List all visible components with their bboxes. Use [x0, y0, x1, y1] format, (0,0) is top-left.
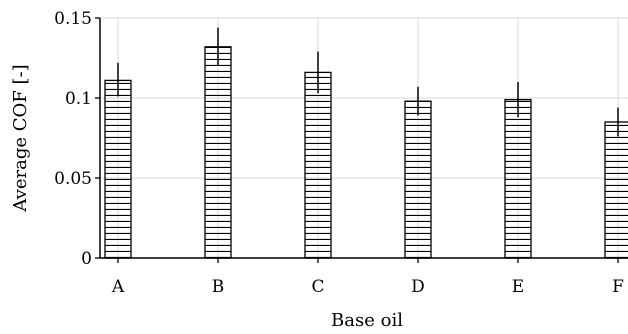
bar-E: [504, 98, 532, 259]
bar-B: [204, 46, 232, 259]
x-tick-label-F: F: [612, 277, 624, 297]
y-axis-label: Average COF [-]: [10, 64, 31, 212]
bar-A: [104, 79, 132, 259]
x-tick-label-C: C: [311, 277, 324, 297]
tick-labels: 0 0.05 0.1 0.15 A B C D E F: [54, 9, 624, 297]
gridlines: [100, 17, 628, 258]
bar-D: [404, 100, 432, 259]
bars: [104, 27, 628, 259]
x-tick-label-E: E: [512, 277, 524, 297]
x-tick-label-B: B: [212, 277, 225, 297]
x-tick-label-A: A: [111, 277, 125, 297]
axes: [95, 17, 628, 263]
x-axis-label: Base oil: [331, 310, 403, 331]
y-tick-label-1: 0.05: [54, 169, 92, 189]
y-tick-label-2: 0.1: [65, 89, 92, 109]
bar-F: [604, 121, 628, 259]
bar-C: [304, 71, 332, 259]
y-tick-label-3: 0.15: [54, 9, 92, 29]
x-tick-label-D: D: [411, 277, 425, 297]
y-tick-label-0: 0: [81, 249, 92, 269]
